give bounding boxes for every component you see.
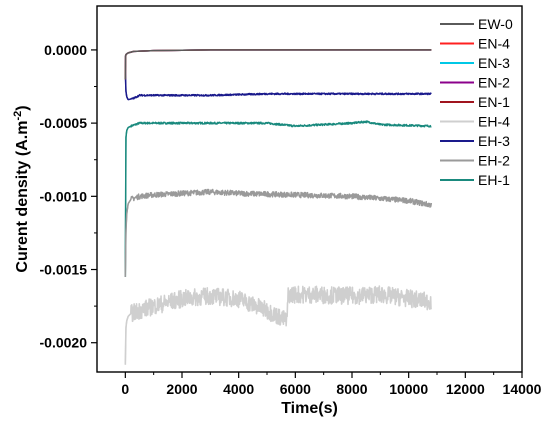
series-line-eh-3 — [124, 71, 432, 101]
series-line-en-2 — [124, 49, 432, 80]
legend-label-ew-0: EW-0 — [478, 16, 513, 32]
series-line-en-1 — [124, 49, 432, 80]
series-line-eh-4 — [124, 285, 433, 365]
y-axis-title-main: Curent density (A.m — [14, 121, 31, 273]
y-tick-label: -0.0010 — [40, 188, 88, 204]
x-tick-label: 4000 — [223, 381, 254, 397]
series-line-eh-1 — [124, 120, 432, 277]
x-tick-label: 12000 — [446, 381, 485, 397]
y-tick-label: 0.0000 — [44, 42, 87, 58]
x-tick-label: 10000 — [389, 381, 428, 397]
y-axis-title-close: ) — [14, 105, 31, 110]
legend-label-en-3: EN-3 — [478, 55, 510, 71]
x-tick-label: 2000 — [166, 381, 197, 397]
y-tick-label: -0.0015 — [40, 262, 88, 278]
series-line-eh-2 — [124, 188, 433, 277]
x-axis-ticks: 0 2000 4000 6000 8000 10000 12000 14000 — [121, 372, 542, 397]
y-axis-title: Curent density (A.m-2) — [12, 105, 31, 272]
y-axis-ticks: 0.0000 -0.0005 -0.0010 -0.0015 -0.0020 — [40, 42, 97, 351]
legend-label-eh-2: EH-2 — [478, 153, 510, 169]
legend-label-eh-4: EH-4 — [478, 114, 510, 130]
series-line-en-3 — [124, 49, 432, 80]
series-layer — [124, 49, 433, 365]
y-tick-label: -0.0020 — [40, 335, 88, 351]
legend-label-eh-3: EH-3 — [478, 133, 510, 149]
x-tick-label: 14000 — [503, 381, 542, 397]
legend: EW-0 EN-4 EN-3 EN-2 EN-1 EH-4 EH-3 EH-2 EH-1 — [440, 16, 513, 188]
x-tick-label: 6000 — [280, 381, 311, 397]
legend-label-en-2: EN-2 — [478, 75, 510, 91]
legend-label-en-4: EN-4 — [478, 36, 510, 52]
x-axis-title: Time(s) — [281, 400, 338, 417]
plot-frame — [96, 5, 523, 373]
series-line-ew-0 — [124, 49, 432, 80]
x-tick-label: 0 — [121, 381, 129, 397]
legend-label-en-1: EN-1 — [478, 94, 510, 110]
y-axis-title-sup: -2 — [12, 111, 24, 121]
series-line-en-4 — [124, 49, 432, 80]
y-tick-label: -0.0005 — [40, 115, 88, 131]
x-tick-label: 8000 — [336, 381, 367, 397]
legend-label-eh-1: EH-1 — [478, 172, 510, 188]
